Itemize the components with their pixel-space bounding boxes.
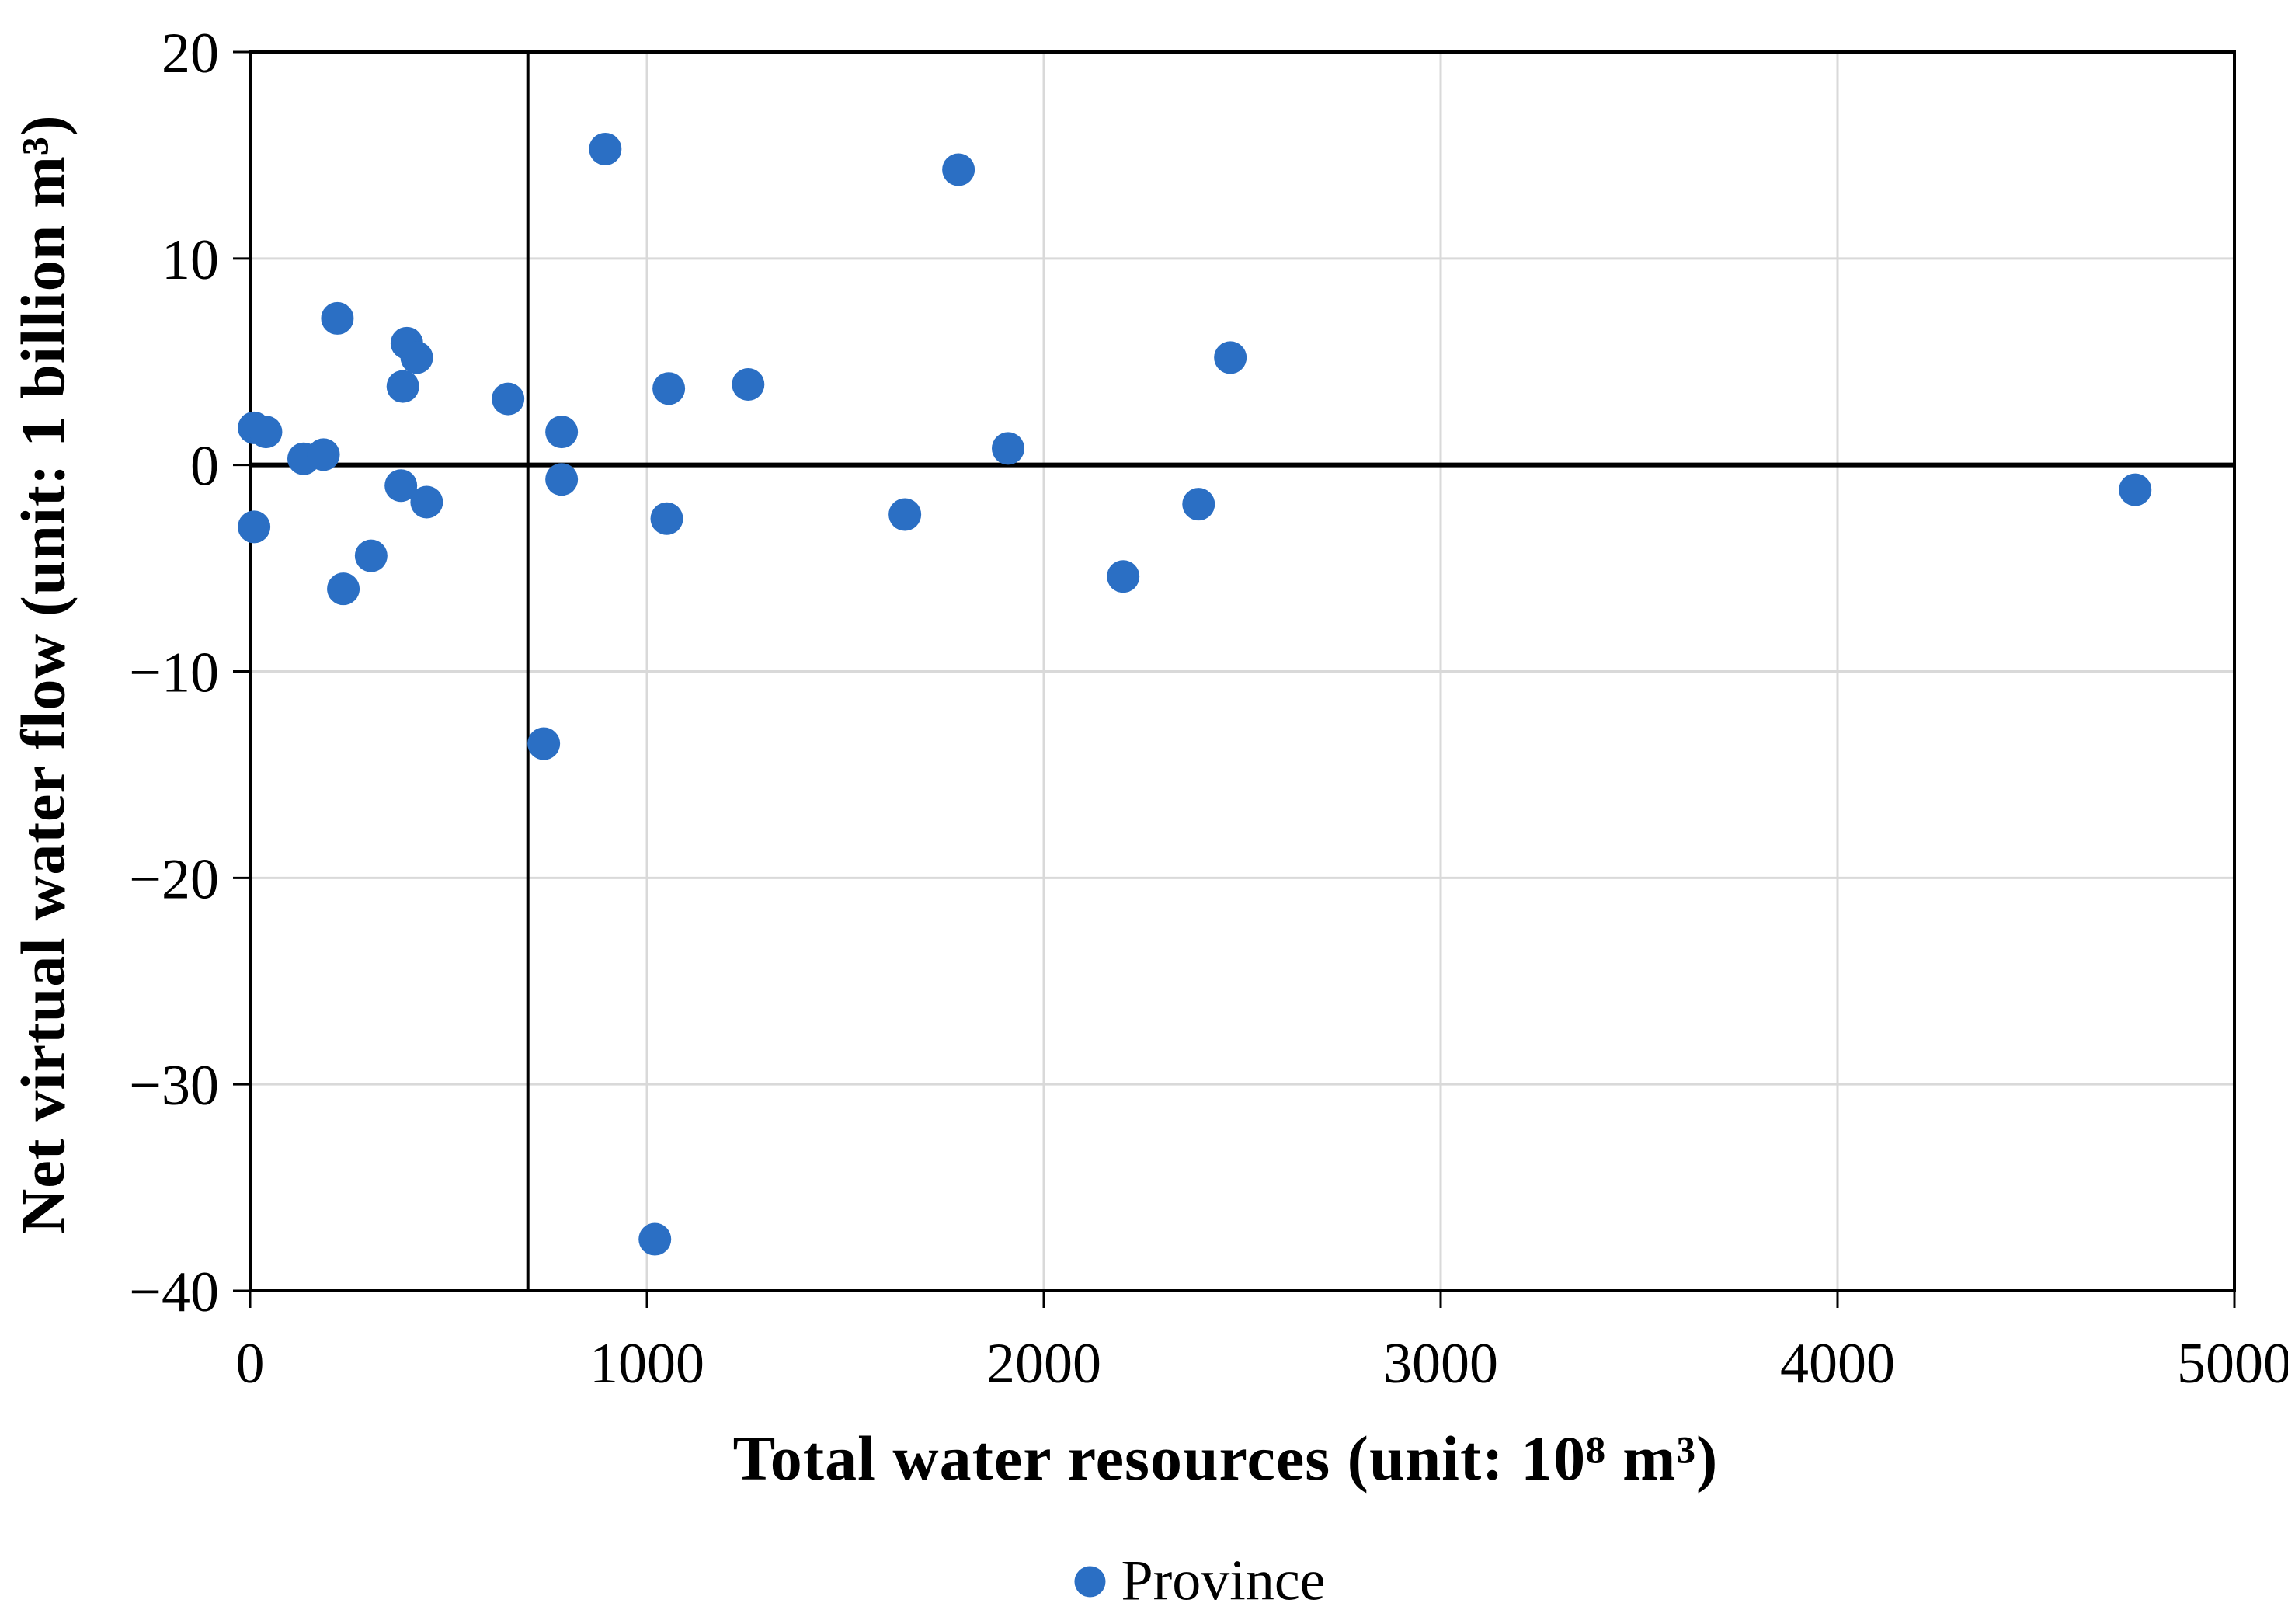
data-point	[400, 341, 433, 374]
y-tick-label: −20	[129, 847, 219, 911]
x-tick-label: 2000	[986, 1332, 1101, 1396]
data-point	[638, 1222, 672, 1256]
y-tick-label: 10	[162, 228, 219, 292]
y-tick-label: −40	[129, 1261, 219, 1324]
data-point	[942, 153, 975, 186]
plot-border	[249, 50, 2236, 1292]
data-point	[652, 372, 686, 405]
y-tick-label: 20	[162, 22, 219, 85]
x-tick-label: 4000	[1780, 1332, 1895, 1396]
data-point	[1107, 560, 1140, 593]
data-point	[732, 367, 765, 401]
data-point	[545, 416, 579, 449]
data-point	[307, 438, 340, 471]
y-tick-label: −30	[129, 1054, 219, 1118]
y-tick-label: −10	[129, 642, 219, 705]
data-point	[1182, 488, 1215, 521]
data-point	[2119, 473, 2152, 506]
data-point	[650, 502, 683, 535]
data-point	[589, 132, 622, 165]
y-axis-title: Net virtual water flow (unit: 1 billion …	[9, 114, 78, 1234]
x-tick-label: 1000	[589, 1332, 704, 1396]
data-point	[1214, 341, 1247, 374]
data-point	[527, 727, 561, 760]
data-point	[321, 301, 354, 335]
data-point	[545, 463, 579, 496]
data-point	[410, 485, 443, 519]
data-point	[888, 498, 922, 531]
data-point	[384, 469, 418, 503]
legend-label: Province	[1121, 1549, 1326, 1613]
data-point	[386, 370, 419, 403]
x-tick-label: 0	[236, 1332, 265, 1396]
data-point	[354, 539, 388, 572]
data-point	[238, 510, 271, 544]
data-point	[992, 432, 1025, 465]
x-tick-label: 3000	[1383, 1332, 1498, 1396]
x-axis-title: Total water resources (unit: 10⁸ m³)	[732, 1423, 1719, 1494]
legend: Province	[1074, 1549, 1326, 1615]
data-point	[327, 572, 360, 606]
x-tick-label: 5000	[2177, 1332, 2288, 1396]
y-tick-label: 0	[190, 435, 219, 499]
data-point	[249, 416, 283, 449]
legend-marker-icon	[1074, 1566, 1106, 1597]
data-point	[492, 382, 525, 416]
